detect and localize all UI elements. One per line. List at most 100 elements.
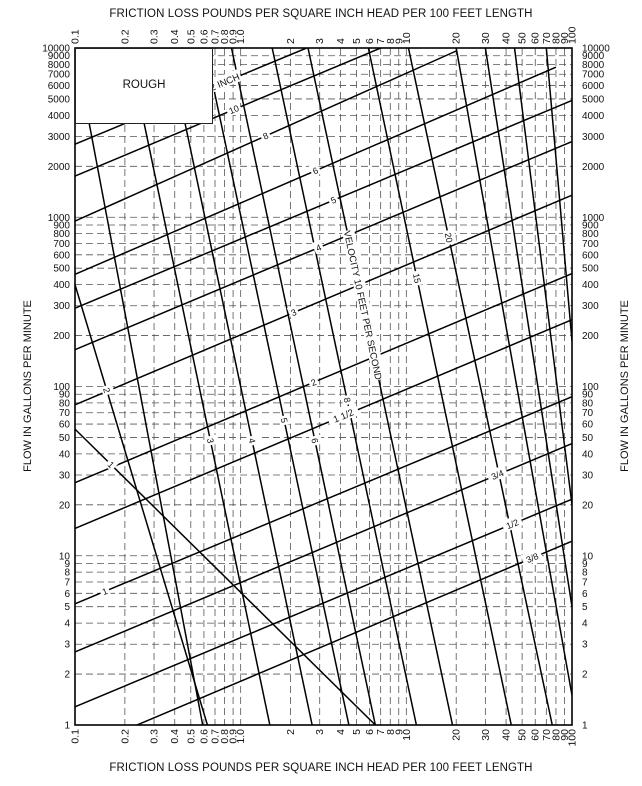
y-tick-label-left: 4 bbox=[64, 619, 70, 630]
x-tick-label-bottom: 2 bbox=[285, 729, 297, 735]
y-tick-label-right: 90 bbox=[582, 390, 594, 401]
x-tick-label-bottom: 7 bbox=[375, 729, 387, 735]
x-tick-label-top: 4 bbox=[335, 38, 347, 44]
y-tick-label-left: 3 bbox=[64, 640, 70, 651]
x-tick-label-bottom: 0.4 bbox=[169, 729, 181, 744]
velocity-line bbox=[168, 48, 313, 725]
x-tick-label-bottom: 8 bbox=[385, 729, 397, 735]
y-tick-label-right: 2 bbox=[582, 670, 588, 681]
x-tick-label-top: 60 bbox=[530, 32, 542, 44]
velocity-line bbox=[75, 48, 204, 725]
y-tick-label-right: 3000 bbox=[582, 132, 605, 143]
x-tick-label-bottom: 60 bbox=[530, 729, 542, 741]
y-tick-label-right: 10000 bbox=[582, 44, 610, 55]
y-tick-label-right: 20 bbox=[582, 500, 594, 511]
x-tick-label-top: 0.6 bbox=[198, 29, 210, 44]
y-tick-label-right: 200 bbox=[582, 331, 599, 342]
x-tick-label-bottom: 30 bbox=[480, 729, 492, 741]
y-tick-label-right: 7000 bbox=[582, 70, 605, 81]
x-tick-label-bottom: 40 bbox=[501, 729, 513, 741]
y-tick-label-left: 900 bbox=[53, 220, 70, 231]
velocity-line bbox=[271, 48, 418, 725]
y-tick-label-left: 9 bbox=[64, 559, 70, 570]
y-tick-label-left: 4000 bbox=[48, 111, 71, 122]
x-tick-label-bottom: 9 bbox=[393, 729, 405, 735]
diameter-label: 5 bbox=[329, 195, 337, 206]
y-tick-label-left: 400 bbox=[53, 280, 70, 291]
velocity-label: 15 bbox=[411, 272, 423, 284]
x-tick-label-bottom: 0.8 bbox=[219, 729, 231, 744]
diameter-line bbox=[135, 540, 572, 725]
y-tick-label-left: 6 bbox=[64, 589, 70, 600]
x-tick-label-top: 0.2 bbox=[119, 29, 131, 44]
velocity-line bbox=[545, 48, 572, 342]
x-tick-label-bottom: 5 bbox=[351, 729, 363, 735]
y-tick-label-left: 60 bbox=[59, 420, 71, 431]
y-tick-label-left: 7 bbox=[64, 577, 70, 588]
x-tick-label-top: 40 bbox=[501, 32, 513, 44]
y-tick-label-right: 700 bbox=[582, 239, 599, 250]
diameter-label: 1 bbox=[101, 586, 109, 597]
y-tick-label-right: 1 bbox=[582, 721, 588, 732]
y-tick-label-left: 8 bbox=[64, 568, 70, 579]
y-tick-label-left: 7000 bbox=[48, 70, 71, 81]
y-tick-label-right: 5 bbox=[582, 602, 588, 613]
x-tick-label-bottom: 4 bbox=[335, 729, 347, 735]
y-tick-label-right: 7 bbox=[582, 577, 588, 588]
x-tick-label-bottom: 0.3 bbox=[149, 729, 161, 744]
x-tick-label-top: 10 bbox=[401, 32, 413, 44]
velocity-label: 6 bbox=[309, 437, 320, 444]
velocity-label: 8 bbox=[342, 397, 353, 404]
x-tick-label-bottom: 0.6 bbox=[198, 729, 210, 744]
x-tick-label-top: 50 bbox=[517, 32, 529, 44]
y-tick-label-left: 9000 bbox=[48, 51, 71, 62]
velocity-line bbox=[513, 48, 572, 505]
y-tick-label-left: 5 bbox=[64, 602, 70, 613]
plot-frame bbox=[74, 47, 573, 726]
y-tick-label-left: 700 bbox=[53, 239, 70, 250]
x-tick-label-bottom: 1.0 bbox=[235, 729, 247, 744]
x-tick-label-top: 0.3 bbox=[149, 29, 161, 44]
y-tick-label-right: 8000 bbox=[582, 60, 605, 71]
velocity-line bbox=[204, 48, 350, 725]
velocity-label: 5 bbox=[279, 417, 290, 424]
velocity-line bbox=[230, 48, 377, 725]
x-tick-label-bottom: 10 bbox=[401, 729, 413, 741]
y-tick-label-right: 4000 bbox=[582, 111, 605, 122]
velocity-label: 3 bbox=[205, 437, 216, 444]
x-tick-label-top: 0.8 bbox=[219, 29, 231, 44]
y-tick-label-right: 500 bbox=[582, 264, 599, 275]
velocity-line bbox=[75, 428, 376, 725]
y-tick-label-left: 1000 bbox=[48, 213, 71, 224]
y-tick-label-left: 20 bbox=[59, 500, 71, 511]
x-tick-label-bottom: 20 bbox=[451, 729, 463, 741]
y-tick-label-right: 9000 bbox=[582, 51, 605, 62]
x-tick-label-top: 0.5 bbox=[185, 29, 197, 44]
x-axis-title-bottom: FRICTION LOSS POUNDS PER SQUARE INCH HEA… bbox=[109, 762, 533, 774]
velocity-label: 1 bbox=[106, 459, 117, 470]
x-tick-label-top: 0.1 bbox=[70, 29, 82, 44]
y-tick-label-left: 500 bbox=[53, 264, 70, 275]
diameter-label: 4 bbox=[314, 242, 322, 253]
y-tick-label-left: 3000 bbox=[48, 132, 71, 143]
velocity-line bbox=[367, 48, 513, 725]
x-tick-label-bottom: 3 bbox=[314, 729, 326, 735]
x-tick-label-bottom: 80 bbox=[550, 729, 562, 741]
x-tick-label-top: 100 bbox=[567, 26, 579, 44]
y-tick-label-right: 2000 bbox=[582, 162, 605, 173]
y-tick-label-left: 30 bbox=[59, 470, 71, 481]
diameter-label: 3 bbox=[289, 307, 298, 318]
x-tick-label-top: 3 bbox=[314, 38, 326, 44]
y-tick-label-right: 400 bbox=[582, 280, 599, 291]
plot-border bbox=[74, 47, 573, 726]
y-tick-label-right: 300 bbox=[582, 301, 599, 312]
x-tick-label-bottom: 70 bbox=[541, 729, 553, 741]
y-tick-label-left: 600 bbox=[53, 250, 70, 261]
x-tick-label-bottom: 0.1 bbox=[70, 729, 82, 744]
x-tick-label-bottom: 6 bbox=[364, 729, 376, 735]
x-tick-label-top: 80 bbox=[550, 32, 562, 44]
y-tick-label-right: 3 bbox=[582, 640, 588, 651]
x-tick-label-bottom: 100 bbox=[567, 729, 579, 747]
velocity-label: 4 bbox=[247, 437, 258, 444]
